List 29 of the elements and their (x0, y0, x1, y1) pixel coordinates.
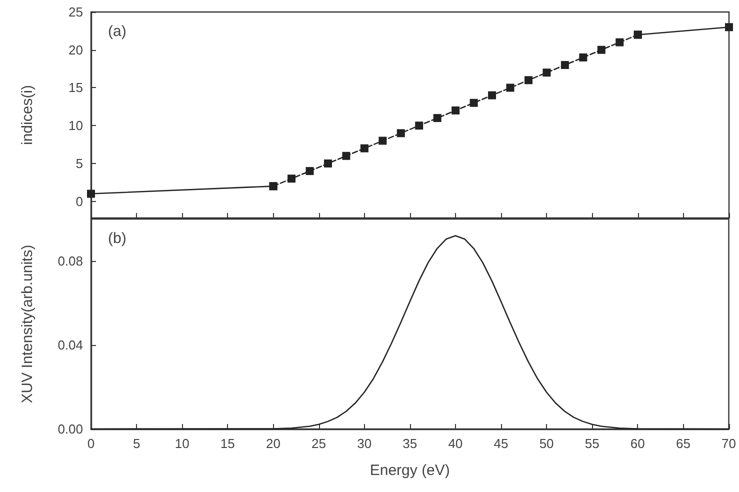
x-tick-label: 60 (630, 436, 645, 451)
x-tick-label: 50 (539, 436, 554, 451)
annotation: (b) (108, 230, 126, 247)
y-tick-label: 5 (76, 156, 83, 171)
x-tick-label: 65 (676, 436, 690, 451)
y-axis-title: XUV Intensity(arb.units) (19, 244, 36, 404)
y-tick-label: 25 (68, 4, 83, 20)
x-tick-label: 45 (494, 436, 508, 451)
y-axis-title: indices(i) (19, 84, 36, 146)
x-tick-label: 35 (402, 436, 418, 451)
y-tick-label: 10 (68, 118, 83, 134)
y-tick-label: 0 (76, 194, 83, 209)
x-tick-label: 70 (722, 436, 736, 451)
y-tick-label: 15 (68, 80, 83, 96)
x-tick-label: 15 (220, 436, 235, 451)
x-axis-title: Energy (eV) (370, 462, 450, 479)
x-tick-label: 5 (132, 436, 140, 451)
x-tick-label: 55 (584, 436, 600, 451)
y-tick-label: 20 (68, 42, 83, 58)
y-tick-label: 0.00 (58, 422, 83, 436)
annotation: (a) (108, 23, 126, 40)
y-tick-label: 0.04 (58, 338, 83, 352)
x-tick-label: 0 (87, 436, 95, 451)
x-tick-label: 25 (312, 436, 326, 451)
x-tick-label: 10 (174, 436, 190, 451)
y-tick-label: 0.08 (58, 254, 83, 268)
x-tick-label: 30 (357, 436, 372, 451)
x-tick-label: 20 (266, 436, 280, 451)
x-tick-label: 40 (448, 436, 463, 451)
